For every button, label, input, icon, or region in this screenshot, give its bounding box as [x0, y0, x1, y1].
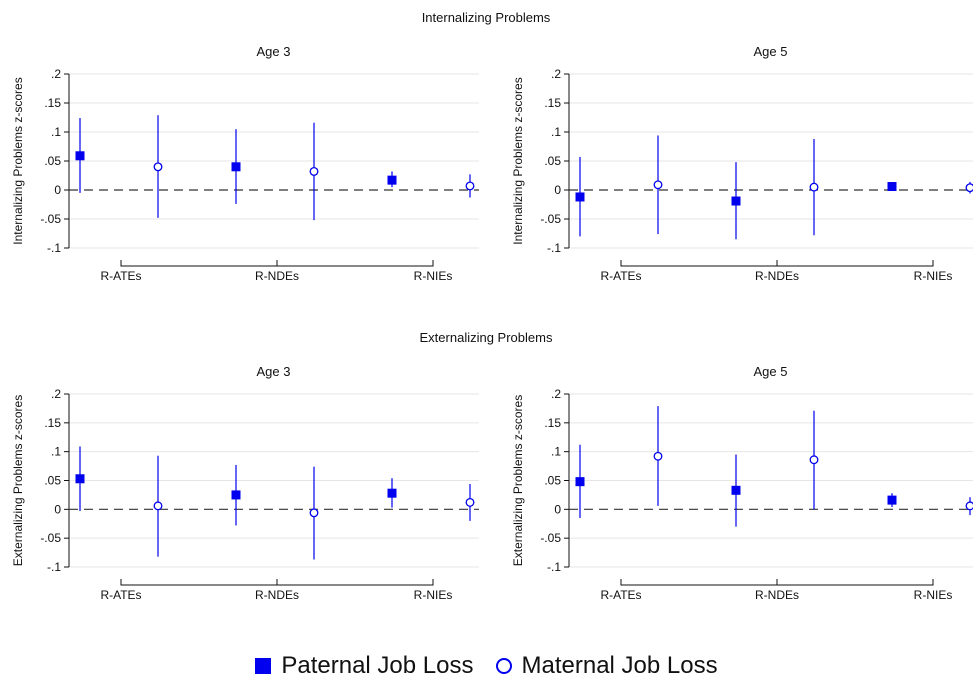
y-tick-label: .15 — [44, 416, 61, 430]
legend-label-maternal: Maternal Job Loss — [521, 652, 718, 679]
y-tick-label: .05 — [44, 154, 61, 168]
legend-item-paternal: Paternal Job Loss — [255, 652, 474, 680]
x-category-label: R-ATEs — [600, 269, 641, 283]
y-tick-label: .2 — [551, 387, 561, 401]
maternal-point — [809, 182, 819, 192]
y-tick-label: -.1 — [547, 560, 561, 574]
legend: Paternal Job Loss Maternal Job Loss — [0, 646, 973, 686]
paternal-point — [231, 162, 241, 172]
paternal-point — [75, 151, 85, 161]
panel-title: Age 3 — [257, 364, 291, 379]
y-axis-label: Internalizing Problems z-scores — [511, 77, 525, 244]
y-tick-label: .2 — [51, 387, 61, 401]
y-tick-label: .05 — [544, 474, 561, 488]
paternal-point — [575, 192, 585, 202]
x-category-label: R-NDEs — [255, 588, 299, 602]
x-category-label: R-NDEs — [255, 269, 299, 283]
group-title: Externalizing Problems — [420, 330, 553, 345]
paternal-point — [887, 182, 897, 192]
y-tick-label: .15 — [544, 416, 561, 430]
y-axis-label: Externalizing Problems z-scores — [511, 395, 525, 566]
y-tick-label: 0 — [54, 183, 61, 197]
y-tick-label: .1 — [551, 445, 561, 459]
hollow-circle-marker-icon — [495, 658, 512, 674]
paternal-point — [231, 490, 241, 500]
y-tick-label: .1 — [551, 125, 561, 139]
x-category-label: R-ATEs — [600, 588, 641, 602]
legend-label-paternal: Paternal Job Loss — [281, 652, 474, 679]
y-tick-label: .1 — [51, 125, 61, 139]
filled-square-marker-icon — [255, 658, 272, 674]
maternal-point — [965, 183, 973, 193]
y-tick-label: .05 — [44, 474, 61, 488]
paternal-point — [75, 474, 85, 484]
panel-title: Age 5 — [754, 364, 788, 379]
maternal-point — [153, 162, 163, 172]
y-tick-label: 0 — [54, 502, 61, 516]
y-tick-label: .2 — [551, 67, 561, 81]
y-tick-label: .05 — [544, 154, 561, 168]
y-tick-label: -.1 — [47, 560, 61, 574]
x-category-label: R-ATEs — [100, 269, 141, 283]
x-category-label: R-NIEs — [414, 269, 453, 283]
maternal-point — [465, 181, 475, 191]
maternal-point — [965, 501, 973, 511]
paternal-point — [731, 485, 741, 495]
x-category-label: R-NDEs — [755, 269, 799, 283]
y-tick-label: -.1 — [547, 241, 561, 255]
paternal-point — [387, 175, 397, 185]
maternal-point — [653, 180, 663, 190]
y-tick-label: -.05 — [40, 531, 61, 545]
group-title: Internalizing Problems — [422, 10, 551, 25]
panel-title: Age 5 — [754, 44, 788, 59]
maternal-point — [309, 508, 319, 518]
y-tick-label: -.1 — [47, 241, 61, 255]
maternal-point — [809, 455, 819, 465]
legend-item-maternal: Maternal Job Loss — [495, 652, 718, 680]
y-axis-label: Internalizing Problems z-scores — [11, 77, 25, 244]
maternal-point — [309, 166, 319, 176]
y-tick-label: -.05 — [540, 531, 561, 545]
paternal-point — [575, 477, 585, 487]
x-category-label: R-NIEs — [914, 588, 953, 602]
paternal-point — [731, 196, 741, 206]
y-tick-label: .1 — [51, 445, 61, 459]
y-tick-label: -.05 — [540, 212, 561, 226]
maternal-point — [465, 497, 475, 507]
x-category-label: R-NIEs — [914, 269, 953, 283]
maternal-point — [653, 451, 663, 461]
y-tick-label: 0 — [554, 502, 561, 516]
x-category-label: R-NIEs — [414, 588, 453, 602]
y-tick-label: 0 — [554, 183, 561, 197]
paternal-point — [887, 495, 897, 505]
y-tick-label: .15 — [544, 96, 561, 110]
y-tick-label: .15 — [44, 96, 61, 110]
panel-title: Age 3 — [257, 44, 291, 59]
y-axis-label: Externalizing Problems z-scores — [11, 395, 25, 566]
paternal-point — [387, 488, 397, 498]
maternal-point — [153, 501, 163, 511]
y-tick-label: -.05 — [40, 212, 61, 226]
x-category-label: R-NDEs — [755, 588, 799, 602]
x-category-label: R-ATEs — [100, 588, 141, 602]
y-tick-label: .2 — [51, 67, 61, 81]
